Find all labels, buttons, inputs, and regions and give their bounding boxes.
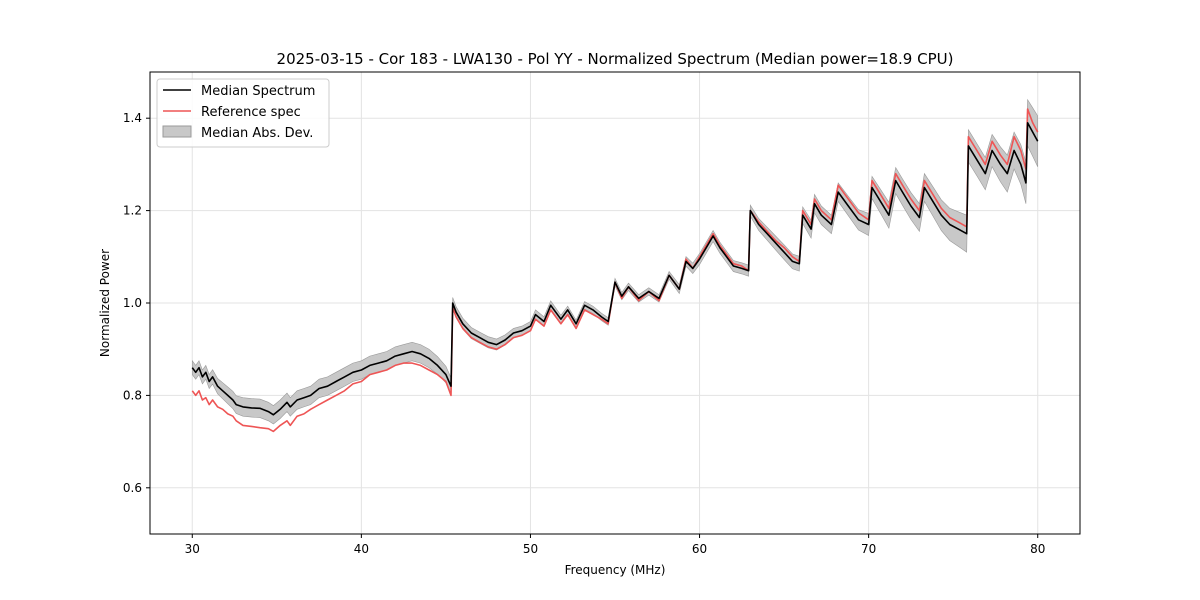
x-tick-label: 80 <box>1030 542 1045 556</box>
legend: Median Spectrum Reference spec Median Ab… <box>156 78 330 148</box>
x-tick-label: 60 <box>692 542 707 556</box>
legend-median-label: Median Spectrum <box>201 84 315 99</box>
y-tick-label: 0.8 <box>123 388 142 402</box>
chart-title: 2025-03-15 - Cor 183 - LWA130 - Pol YY -… <box>277 50 954 68</box>
x-axis-label: Frequency (MHz) <box>565 563 666 577</box>
legend-mad-swatch <box>162 125 192 138</box>
legend-reference-label: Reference spec <box>201 105 301 120</box>
x-tick-label: 70 <box>861 542 876 556</box>
legend-mad-label: Median Abs. Dev. <box>201 126 313 141</box>
reference-spectrum-line <box>191 108 1039 433</box>
y-tick-label: 1.2 <box>123 204 142 218</box>
plot-data <box>191 98 1039 433</box>
median-spectrum-line <box>191 122 1039 416</box>
x-tick-label: 30 <box>185 542 200 556</box>
y-axis-label: Normalized Power <box>98 249 112 357</box>
y-tick-label: 1.4 <box>123 111 142 125</box>
legend-box <box>156 78 330 148</box>
x-tick-label: 40 <box>354 542 369 556</box>
x-tick-label: 50 <box>523 542 538 556</box>
y-tick-label: 0.6 <box>123 481 142 495</box>
y-tick-label: 1.0 <box>123 296 142 310</box>
axis-ticks: 30 40 50 60 70 80 0.6 0.8 1.0 1.2 1.4 <box>123 111 1045 556</box>
